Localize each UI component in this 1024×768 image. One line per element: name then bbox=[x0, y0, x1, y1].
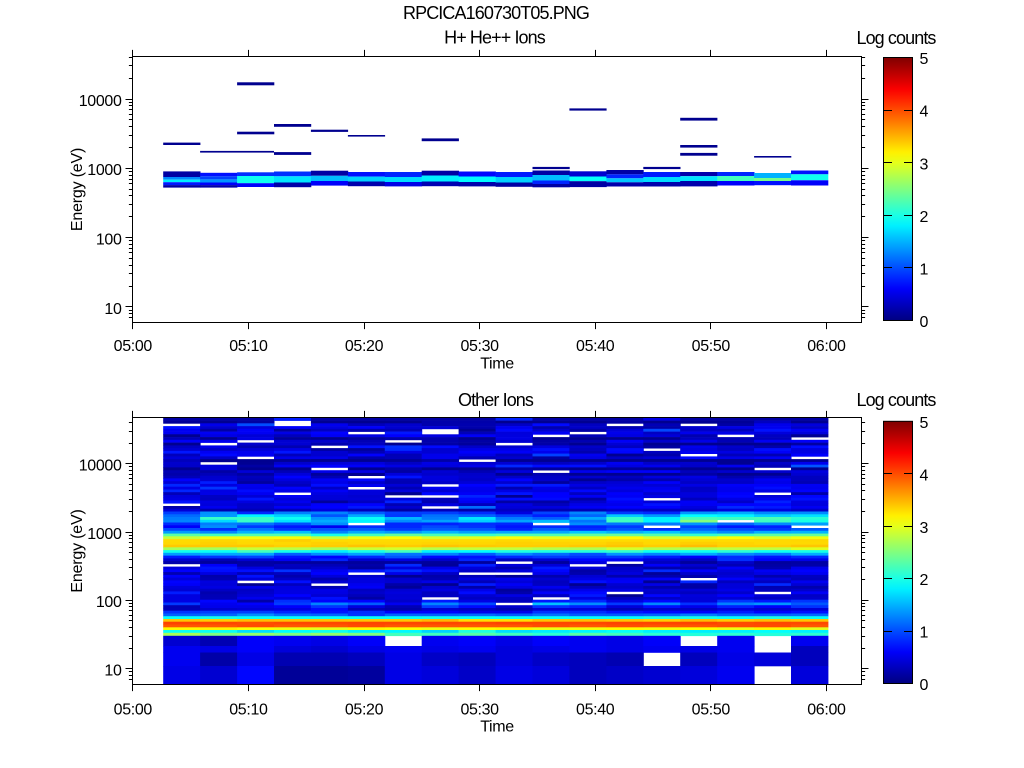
svg-text:1: 1 bbox=[920, 625, 929, 642]
svg-text:05:20: 05:20 bbox=[345, 702, 384, 719]
svg-text:05:40: 05:40 bbox=[576, 702, 615, 719]
svg-text:05:30: 05:30 bbox=[460, 338, 499, 355]
svg-text:1000: 1000 bbox=[87, 526, 122, 543]
svg-text:05:50: 05:50 bbox=[692, 338, 731, 355]
svg-text:Time: Time bbox=[480, 719, 514, 736]
svg-text:100: 100 bbox=[96, 594, 122, 611]
svg-text:3: 3 bbox=[920, 520, 929, 537]
svg-text:1000: 1000 bbox=[87, 162, 122, 179]
svg-text:5: 5 bbox=[920, 51, 929, 68]
svg-text:2: 2 bbox=[920, 209, 929, 226]
svg-text:RPCICA160730T05.PNG: RPCICA160730T05.PNG bbox=[403, 3, 589, 23]
svg-text:06:00: 06:00 bbox=[807, 338, 846, 355]
svg-text:05:00: 05:00 bbox=[114, 702, 153, 719]
svg-text:10: 10 bbox=[104, 301, 122, 318]
svg-text:4: 4 bbox=[920, 104, 929, 121]
svg-text:05:10: 05:10 bbox=[229, 338, 268, 355]
svg-text:05:30: 05:30 bbox=[460, 702, 499, 719]
svg-text:H+ He++ Ions: H+ He++ Ions bbox=[444, 27, 546, 47]
svg-text:05:40: 05:40 bbox=[576, 338, 615, 355]
svg-text:3: 3 bbox=[920, 156, 929, 173]
svg-text:5: 5 bbox=[920, 415, 929, 432]
svg-text:10000: 10000 bbox=[79, 93, 122, 110]
svg-text:10000: 10000 bbox=[79, 458, 122, 475]
svg-text:05:20: 05:20 bbox=[345, 338, 384, 355]
svg-text:10: 10 bbox=[104, 663, 122, 680]
svg-text:0: 0 bbox=[920, 677, 929, 694]
svg-text:0: 0 bbox=[920, 314, 929, 331]
svg-text:Log counts: Log counts bbox=[856, 390, 936, 410]
svg-text:100: 100 bbox=[96, 232, 122, 249]
svg-text:Log counts: Log counts bbox=[856, 28, 936, 48]
svg-text:05:00: 05:00 bbox=[114, 338, 153, 355]
svg-text:Energy (eV): Energy (eV) bbox=[69, 148, 86, 231]
svg-text:05:50: 05:50 bbox=[692, 702, 731, 719]
svg-text:4: 4 bbox=[920, 467, 929, 484]
svg-text:1: 1 bbox=[920, 262, 929, 279]
svg-text:2: 2 bbox=[920, 572, 929, 589]
svg-text:05:10: 05:10 bbox=[229, 702, 268, 719]
svg-text:Other Ions: Other Ions bbox=[458, 390, 534, 410]
svg-text:06:00: 06:00 bbox=[807, 702, 846, 719]
svg-text:Energy (eV): Energy (eV) bbox=[69, 509, 86, 592]
svg-text:Time: Time bbox=[480, 356, 514, 373]
